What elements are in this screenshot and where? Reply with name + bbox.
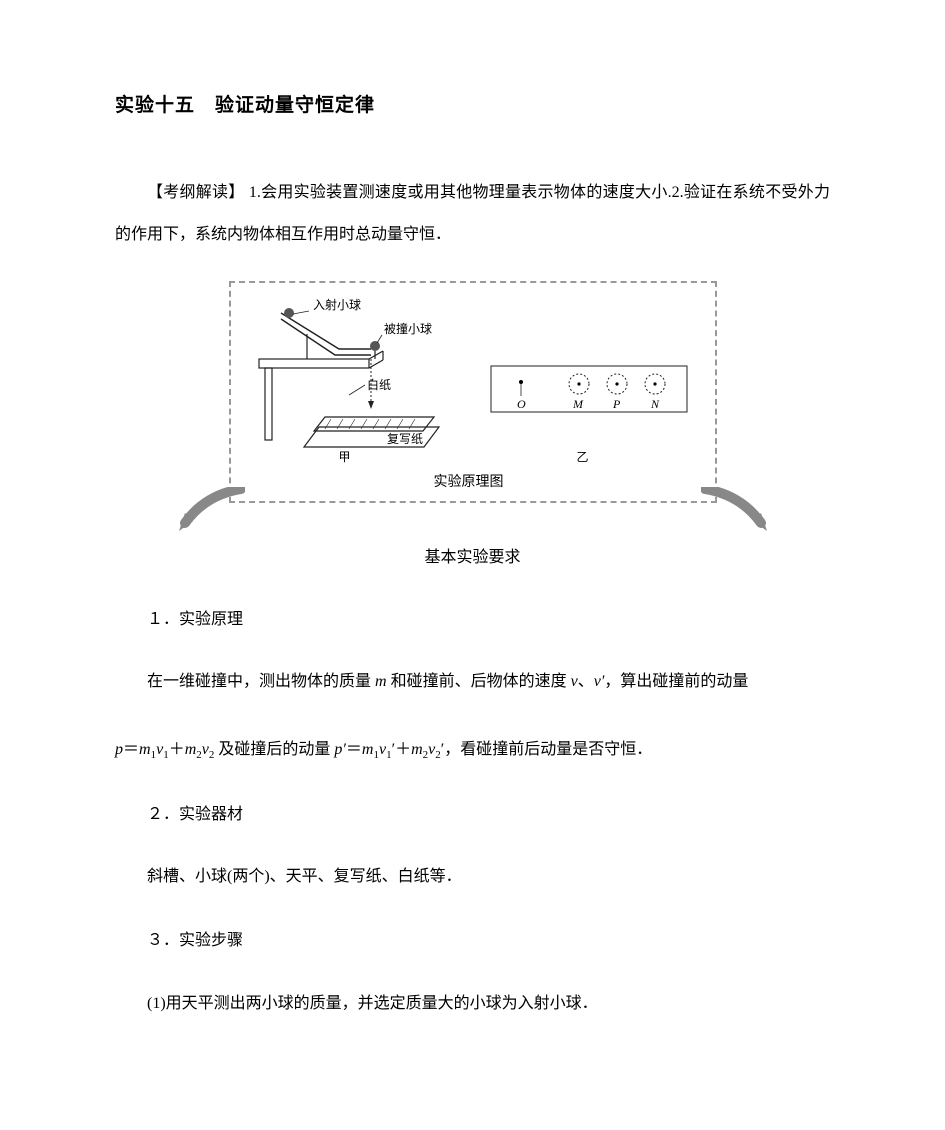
sym-v: v	[571, 673, 578, 690]
txt-sep: 、	[578, 673, 594, 690]
section-heading: 基本实验要求	[115, 543, 830, 567]
eq1: ＝	[123, 741, 139, 758]
heading-apparatus: ２．实验器材	[115, 797, 830, 832]
txt-mid1: 和碰撞前、后物体的速度	[387, 673, 571, 690]
sym-vp: v′	[594, 673, 605, 690]
eq2: ＝	[346, 741, 362, 758]
txt-line2b: ，看碰撞前后动量是否守恒．	[444, 741, 652, 758]
heading-steps: ３．实验步骤	[115, 923, 830, 958]
principle-paragraph-2: p＝m1v1＋m2v2 及碰撞后的动量 p′＝m1v1′＋m2v2′，看碰撞前后…	[115, 729, 830, 771]
diagram-label-yi: 乙	[576, 448, 588, 465]
diagram-dashed-box: 入射小球 被撞小球 白纸 复写纸 O	[229, 281, 717, 503]
arrow-right-icon	[701, 487, 773, 535]
v1b: v	[379, 741, 386, 758]
apparatus-body: 斜槽、小球(两个)、天平、复写纸、白纸等．	[115, 856, 830, 898]
txt-lead: 在一维碰撞中，测出物体的质量	[147, 673, 375, 690]
sub1d: 1	[386, 749, 392, 761]
diagram-caption: 实验原理图	[249, 471, 689, 491]
sym-p: p	[115, 741, 123, 758]
txt-line2a: 及碰撞后的动量	[214, 741, 334, 758]
plus2: ＋	[395, 741, 411, 758]
diagram-label-jia: 甲	[339, 448, 351, 465]
m1b: m	[362, 741, 374, 758]
m2b: m	[411, 741, 423, 758]
v2a: v	[202, 741, 209, 758]
step-1: (1)用天平测出两小球的质量，并选定质量大的小球为入射小球．	[115, 983, 830, 1025]
kaogang-paragraph: 【考纲解读】 1.会用实验装置测速度或用其他物理量表示物体的速度大小.2.验证在…	[115, 172, 830, 255]
apparatus-diagram: 入射小球 被撞小球 白纸 复写纸	[249, 297, 459, 452]
sub2d: 2	[435, 749, 441, 761]
incident-ball-label: 入射小球	[313, 297, 361, 312]
document-page: 实验十五 验证动量守恒定律 【考纲解读】 1.会用实验装置测速度或用其他物理量表…	[0, 0, 945, 1130]
m2a: m	[185, 741, 197, 758]
arrow-left-icon	[173, 487, 245, 535]
diagram-row: 入射小球 被撞小球 白纸 复写纸 O	[249, 297, 689, 452]
diagram-container: 入射小球 被撞小球 白纸 复写纸 O	[115, 281, 830, 503]
points-diagram: O M P N	[489, 364, 689, 414]
kaogang-prefix: 【考纲解读】	[147, 184, 245, 201]
target-ball-label: 被撞小球	[384, 321, 432, 336]
txt-tail1: ，算出碰撞前的动量	[604, 673, 748, 690]
sym-m: m	[375, 673, 387, 690]
heading-principle: １．实验原理	[115, 602, 830, 637]
label-N: N	[650, 397, 660, 411]
sym-pp: p′	[334, 741, 346, 758]
label-P: P	[612, 397, 621, 411]
page-title: 实验十五 验证动量守恒定律	[115, 90, 830, 117]
principle-paragraph-1: 在一维碰撞中，测出物体的质量 m 和碰撞前、后物体的速度 v、v′，算出碰撞前的…	[115, 661, 830, 703]
label-O: O	[517, 397, 526, 411]
m1a: m	[139, 741, 151, 758]
plus1: ＋	[169, 741, 185, 758]
label-M: M	[572, 397, 584, 411]
carbon-paper-label: 复写纸	[387, 432, 423, 446]
white-paper-label: 白纸	[367, 377, 391, 392]
